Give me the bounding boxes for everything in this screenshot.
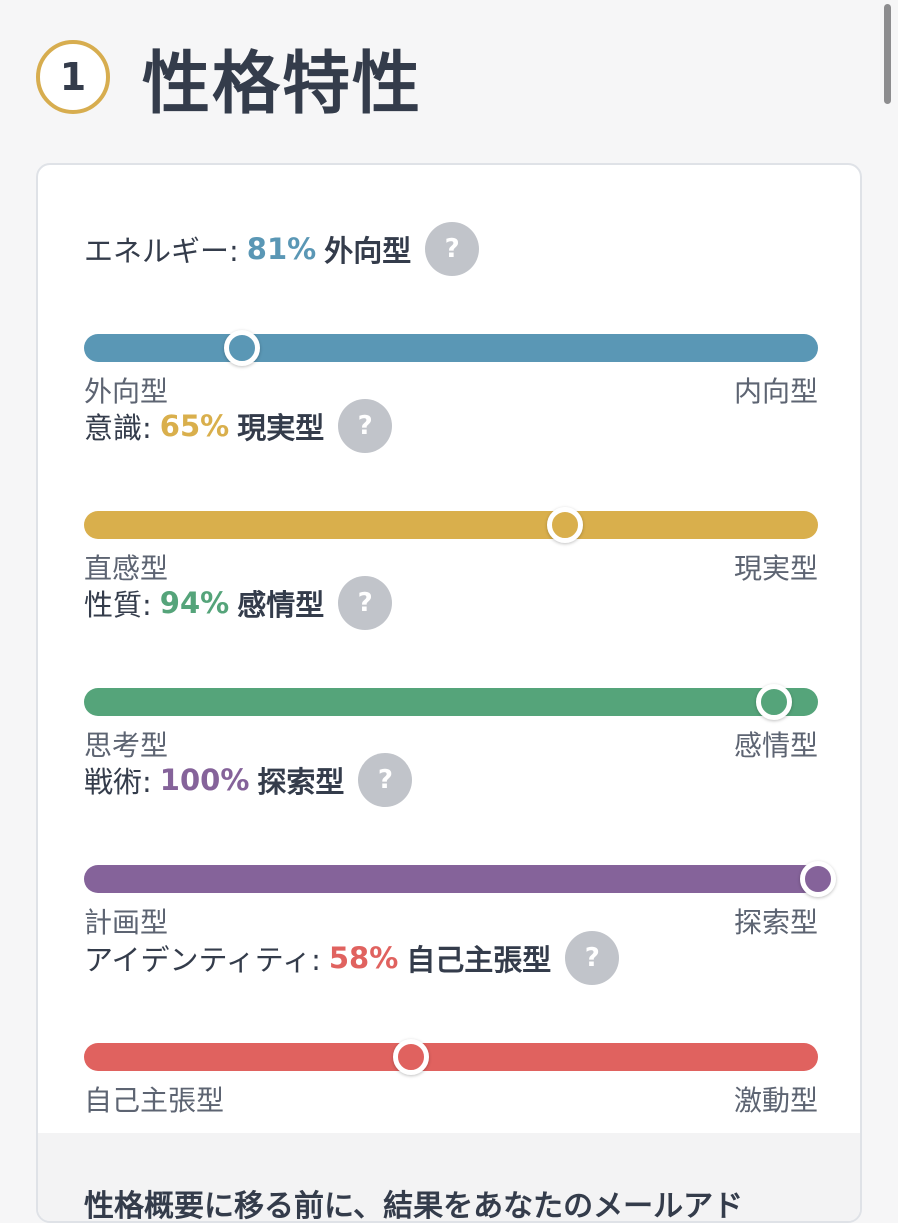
- trait-mind: 意識: 65% 現実型 ? 直感型 現実型: [84, 399, 818, 585]
- trait-bar: [84, 861, 836, 897]
- trait-slider-knob[interactable]: [546, 507, 583, 543]
- trait-percent: 94%: [159, 586, 230, 620]
- trait-left-label: 自己主張型: [84, 1084, 225, 1117]
- trait-right-label: 探索型: [733, 906, 818, 939]
- trait-bar: [84, 330, 818, 366]
- trait-heading: 性質: 94% 感情型 ?: [84, 576, 393, 630]
- trait-energy: エネルギー: 81% 外向型 ? 外向型 内向型: [84, 222, 818, 408]
- scrollbar[interactable]: [884, 4, 891, 104]
- trait-name: エネルギー:: [84, 234, 239, 268]
- traits-card: エネルギー: 81% 外向型 ? 外向型 内向型 意識: 65% 現実型 ? 直…: [36, 163, 862, 1223]
- trait-bar: [84, 1039, 818, 1075]
- trait-tactics: 戦術: 100% 探索型 ? 計画型 探索型: [84, 753, 836, 939]
- trait-type: 外向型: [324, 234, 412, 268]
- trait-name: 性質:: [84, 588, 152, 622]
- trait-right-label: 激動型: [733, 1084, 818, 1117]
- trait-nature: 性質: 94% 感情型 ? 思考型 感情型: [84, 576, 818, 762]
- trait-left-label: 思考型: [84, 729, 169, 762]
- trait-percent: 65%: [159, 409, 230, 443]
- trait-slider-knob[interactable]: [800, 861, 836, 897]
- trait-heading: エネルギー: 81% 外向型 ?: [84, 222, 480, 276]
- trait-type: 現実型: [237, 411, 325, 445]
- trait-percent: 100%: [159, 763, 250, 797]
- trait-slider-knob[interactable]: [755, 684, 792, 720]
- trait-slider-knob[interactable]: [223, 330, 260, 366]
- help-icon[interactable]: ?: [425, 222, 480, 276]
- trait-left-label: 直感型: [84, 552, 169, 585]
- trait-type: 探索型: [257, 765, 345, 799]
- email-prompt-text: 性格概要に移る前に、結果をあなたのメールアド: [84, 1189, 744, 1223]
- trait-name: 戦術:: [84, 765, 152, 799]
- help-icon[interactable]: ?: [338, 399, 393, 453]
- trait-percent: 58%: [328, 941, 399, 975]
- trait-heading: 戦術: 100% 探索型 ?: [84, 753, 413, 807]
- trait-bar: [84, 507, 818, 543]
- help-icon[interactable]: ?: [338, 576, 393, 630]
- trait-right-label: 感情型: [733, 729, 818, 762]
- help-icon[interactable]: ?: [565, 931, 620, 985]
- trait-name: アイデンティティ:: [84, 943, 321, 977]
- trait-percent: 81%: [246, 232, 317, 266]
- trait-right-label: 内向型: [733, 375, 818, 408]
- email-prompt-section: 性格概要に移る前に、結果をあなたのメールアド: [38, 1133, 860, 1223]
- trait-type: 自己主張型: [406, 943, 552, 977]
- trait-identity: アイデンティティ: 58% 自己主張型 ? 自己主張型 激動型: [84, 931, 818, 1117]
- trait-right-label: 現実型: [733, 552, 818, 585]
- trait-left-label: 外向型: [84, 375, 169, 408]
- trait-bar: [84, 684, 818, 720]
- trait-type: 感情型: [237, 588, 325, 622]
- section-number-badge: 1: [36, 40, 110, 114]
- section-title: 性格特性: [142, 44, 423, 124]
- trait-left-label: 計画型: [84, 906, 169, 939]
- trait-heading: 意識: 65% 現実型 ?: [84, 399, 393, 453]
- trait-slider-knob[interactable]: [392, 1039, 429, 1075]
- trait-heading: アイデンティティ: 58% 自己主張型 ?: [84, 931, 620, 985]
- help-icon[interactable]: ?: [358, 753, 413, 807]
- section-header: 1 性格特性: [36, 36, 422, 124]
- trait-name: 意識:: [84, 411, 152, 445]
